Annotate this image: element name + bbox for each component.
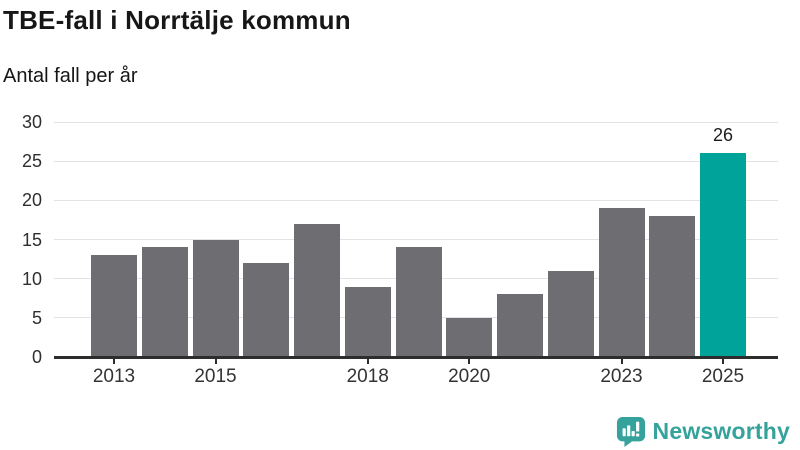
x-tick-mark [113, 358, 115, 364]
bar-2022 [547, 270, 594, 357]
x-tick-label: 2018 [346, 366, 389, 387]
plot-area [54, 121, 778, 357]
x-tick-mark [468, 358, 471, 364]
x-tick-mark [214, 358, 217, 364]
newsworthy-speech-bubble-barchart-icon [616, 416, 645, 447]
bar-value-label: 26 [712, 125, 734, 146]
x-tick-mark [366, 358, 369, 364]
gridline [54, 121, 778, 123]
x-axis-line [54, 356, 778, 359]
bar-2019 [395, 247, 442, 357]
y-tick-label: 30 [21, 112, 42, 132]
x-tick-mark [722, 358, 724, 364]
bar-2025 [700, 153, 746, 357]
chart-subtitle: Antal fall per år [3, 65, 138, 87]
gridline [54, 199, 778, 201]
y-tick-label: 25 [21, 151, 42, 172]
brand-name: Newsworthy [652, 417, 790, 444]
bar-2020 [446, 317, 493, 357]
bar-2015 [192, 239, 239, 357]
x-tick-label: 2023 [600, 366, 643, 387]
bar-2023 [598, 208, 645, 357]
gridline [54, 239, 778, 240]
bar-2017 [294, 223, 340, 357]
x-tick-mark [620, 358, 623, 364]
y-tick-label: 0 [31, 347, 42, 367]
bar-2021 [497, 294, 543, 357]
y-tick-label: 20 [21, 190, 42, 211]
bar-2024 [649, 216, 696, 357]
x-tick-label: 2025 [701, 366, 745, 387]
chart-title: TBE-fall i Norrtälje kommun [3, 5, 351, 35]
x-tick-label: 2015 [194, 366, 237, 387]
newsworthy-branding: Newsworthy [616, 415, 790, 447]
bar-2018 [344, 286, 391, 357]
bar-chart: 0 5 10 15 20 25 30 2013 2015 2018 2020 2023 2025 26 [21, 112, 778, 387]
x-tick-label: 2013 [92, 366, 136, 387]
bar-2016 [243, 263, 290, 357]
bar-2013 [91, 255, 137, 357]
y-tick-label: 15 [21, 229, 42, 250]
bar-2014 [141, 247, 188, 357]
y-tick-label: 5 [31, 307, 42, 328]
y-tick-label: 10 [21, 268, 42, 289]
gridline [54, 160, 778, 162]
x-tick-label: 2020 [448, 366, 491, 387]
